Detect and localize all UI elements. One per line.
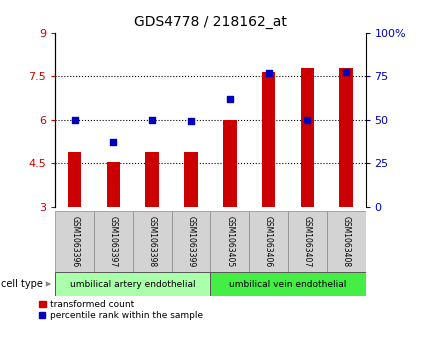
Text: GSM1063396: GSM1063396 — [70, 216, 79, 267]
Title: GDS4778 / 218162_at: GDS4778 / 218162_at — [134, 15, 287, 29]
Bar — [249, 211, 288, 272]
Text: GSM1063397: GSM1063397 — [109, 216, 118, 267]
Text: GSM1063398: GSM1063398 — [148, 216, 157, 267]
Bar — [94, 211, 133, 272]
Bar — [300, 68, 314, 207]
Bar — [172, 211, 210, 272]
Text: umbilical vein endothelial: umbilical vein endothelial — [229, 280, 347, 289]
Bar — [262, 72, 275, 207]
Bar — [210, 211, 249, 272]
Legend: transformed count, percentile rank within the sample: transformed count, percentile rank withi… — [39, 300, 204, 320]
Text: GSM1063399: GSM1063399 — [187, 216, 196, 267]
Point — [110, 139, 117, 144]
Point — [304, 117, 311, 123]
Bar — [145, 152, 159, 207]
Bar — [133, 211, 172, 272]
Text: GSM1063405: GSM1063405 — [225, 216, 234, 267]
Point — [227, 97, 233, 102]
Text: cell type: cell type — [1, 279, 43, 289]
Point — [343, 69, 349, 75]
Point — [187, 118, 194, 124]
Bar — [210, 272, 366, 296]
Point — [149, 117, 156, 123]
Bar — [55, 211, 94, 272]
Bar — [339, 68, 353, 207]
Text: umbilical artery endothelial: umbilical artery endothelial — [70, 280, 196, 289]
Bar — [107, 162, 120, 207]
Bar — [327, 211, 366, 272]
Text: GSM1063408: GSM1063408 — [342, 216, 351, 267]
Point — [71, 117, 78, 123]
Text: GSM1063407: GSM1063407 — [303, 216, 312, 267]
Point — [265, 70, 272, 76]
Bar — [223, 120, 237, 207]
Bar — [55, 272, 210, 296]
Bar — [288, 211, 327, 272]
Bar — [184, 152, 198, 207]
Text: GSM1063406: GSM1063406 — [264, 216, 273, 267]
Bar — [68, 152, 82, 207]
